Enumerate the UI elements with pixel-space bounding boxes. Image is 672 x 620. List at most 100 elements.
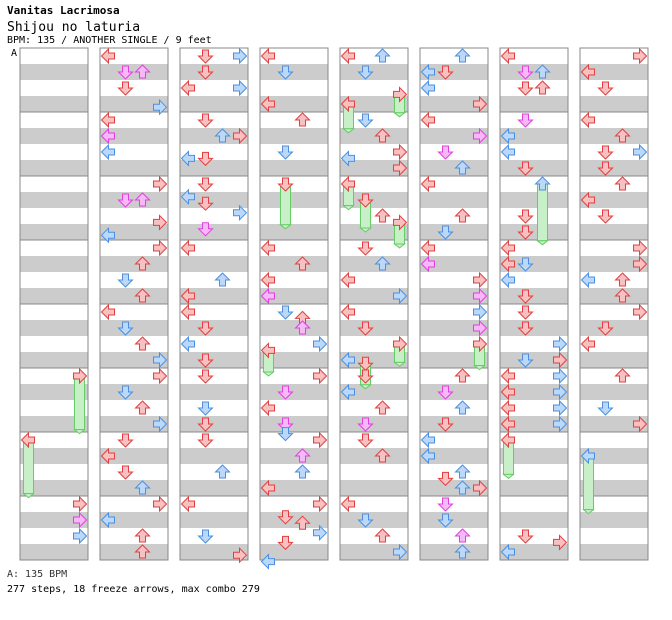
measure-stripe [20, 128, 88, 144]
step-arrow-right [73, 367, 88, 385]
freeze-arrow-tail [359, 384, 372, 390]
measure-stripe [340, 400, 408, 416]
step-arrow-left [260, 95, 275, 113]
measure-stripe [420, 320, 488, 336]
step-arrow-left [420, 175, 435, 193]
measure-stripe [20, 208, 88, 224]
step-arrow-down [197, 417, 214, 432]
measure-stripe [100, 320, 168, 336]
measure-stripe [100, 480, 168, 496]
measure-stripe [420, 464, 488, 480]
measure-stripe [20, 352, 88, 368]
measure-stripe [420, 64, 488, 80]
step-arrow-left [420, 79, 435, 97]
measure-stripe [500, 64, 568, 80]
measure-stripe [420, 368, 488, 384]
measure-stripe [180, 368, 248, 384]
step-arrow-left [500, 399, 515, 417]
measure-stripe [420, 256, 488, 272]
measure-stripe [420, 144, 488, 160]
measure-stripe [180, 128, 248, 144]
measure-stripe [580, 320, 648, 336]
measure-stripe [180, 176, 248, 192]
measure-stripe [20, 544, 88, 560]
step-arrow-down [437, 385, 454, 400]
measure-stripe [500, 320, 568, 336]
step-arrow-up [214, 464, 231, 479]
measure-stripe [580, 144, 648, 160]
step-arrow-left [180, 79, 195, 97]
measure-stripe [260, 240, 328, 256]
measure-stripe [580, 272, 648, 288]
measure-stripe [340, 288, 408, 304]
step-arrow-up [374, 208, 391, 223]
step-arrow-down [437, 417, 454, 432]
freeze-arrow-tail [279, 224, 292, 230]
step-arrow-down [197, 65, 214, 80]
measure-stripe [180, 400, 248, 416]
measure-stripe [20, 112, 88, 128]
step-arrow-right [633, 303, 648, 321]
measure-stripe [20, 336, 88, 352]
step-arrow-left [420, 111, 435, 129]
measure-stripe [420, 480, 488, 496]
measure-stripe [340, 352, 408, 368]
step-arrow-down [197, 529, 214, 544]
measure-stripe [420, 128, 488, 144]
freeze-arrow-tail [359, 227, 372, 233]
step-arrow-up [454, 464, 471, 479]
step-arrow-left [340, 150, 355, 167]
chart-column-8 [579, 47, 649, 561]
step-arrow-right [153, 214, 168, 231]
step-arrow-left [20, 431, 35, 449]
measure-stripe [180, 288, 248, 304]
measure-stripe [100, 128, 168, 144]
measure-stripe [260, 352, 328, 368]
measure-stripe [500, 160, 568, 176]
step-arrow-up [614, 288, 631, 303]
measure-stripe [20, 528, 88, 544]
measure-stripe [100, 304, 168, 320]
step-arrow-right [633, 255, 648, 273]
measure-stripe [20, 304, 88, 320]
step-arrow-down [197, 196, 214, 211]
step-arrow-right [393, 543, 408, 561]
measure-stripe [180, 64, 248, 80]
freeze-arrow-tail [393, 112, 406, 118]
measure-stripe [500, 528, 568, 544]
measure-stripe [180, 416, 248, 432]
step-arrow-right [473, 287, 488, 305]
measure-stripe [500, 432, 568, 448]
step-arrow-up [454, 480, 471, 495]
step-arrow-down [357, 65, 374, 80]
measure-stripe [340, 496, 408, 512]
step-arrow-right [393, 86, 408, 103]
measure-stripe [500, 416, 568, 432]
step-arrow-right [473, 479, 488, 497]
step-arrow-left [260, 287, 275, 305]
measure-stripe [100, 384, 168, 400]
measure-stripe [260, 256, 328, 272]
measure-box [259, 495, 329, 561]
measure-stripe [100, 208, 168, 224]
measure-stripe [420, 96, 488, 112]
step-arrow-right [153, 367, 168, 385]
measure-stripe [100, 224, 168, 240]
step-arrow-down [517, 257, 534, 272]
measure-stripe [580, 464, 648, 480]
step-arrow-left [100, 447, 115, 465]
step-arrow-left [580, 335, 595, 353]
step-arrow-right [633, 239, 648, 257]
step-arrow-left [100, 143, 115, 161]
freeze-arrow-body [74, 375, 85, 431]
measure-stripe [260, 416, 328, 432]
measure-stripe [420, 544, 488, 560]
step-arrow-down [197, 321, 214, 336]
measure-stripe [420, 352, 488, 368]
measure-stripe [20, 448, 88, 464]
measure-stripe [100, 400, 168, 416]
measure-stripe [100, 240, 168, 256]
measure-stripe [20, 400, 88, 416]
step-arrow-up [374, 48, 391, 63]
measure-stripe [180, 224, 248, 240]
